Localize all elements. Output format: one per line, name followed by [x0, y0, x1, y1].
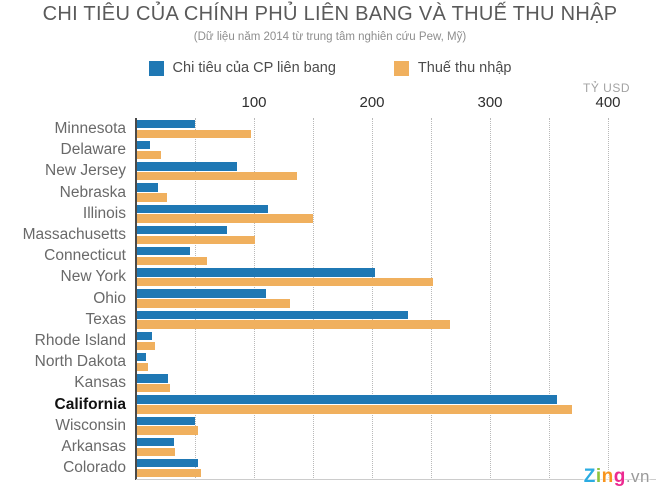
gridline-50 [195, 118, 196, 480]
gridline-100 [254, 118, 255, 480]
spending-bar-north-dakota [137, 353, 147, 362]
spending-bar-wisconsin [137, 416, 195, 425]
state-label-rhode-island: Rhode Island [34, 332, 126, 349]
logo-letter-g: g [613, 466, 626, 487]
tax-bar-colorado [137, 468, 201, 478]
tax-bar-new-york [137, 278, 434, 287]
state-label-connecticut: Connecticut [44, 247, 126, 265]
tax-bar-illinois [137, 214, 313, 223]
state-label-texas: Texas [85, 310, 127, 328]
state-label-california: California [54, 395, 126, 413]
spending-bar-california [137, 395, 558, 404]
tax-bar-arkansas [137, 447, 175, 456]
tax-bar-kansas [137, 384, 171, 393]
axis-unit-label: TỶ USD [582, 81, 630, 95]
tax-bar-north-dakota [137, 362, 148, 372]
state-label-wisconsin: Wisconsin [55, 416, 126, 434]
state-label-colorado: Colorado [63, 459, 126, 477]
legend-swatch-spending [148, 60, 164, 76]
spending-bar-kansas [137, 374, 168, 383]
tax-bar-california [137, 405, 573, 414]
spending-bar-illinois [137, 204, 268, 213]
logo-letter-n: n [601, 466, 614, 487]
legend-label-tax: Thuế thu nhập [417, 60, 512, 76]
spending-bar-ohio [137, 289, 266, 298]
tax-bar-texas [137, 320, 450, 329]
state-label-new-jersey: New Jersey [45, 162, 126, 180]
tax-bar-wisconsin [137, 426, 199, 435]
state-label-ohio: Ohio [93, 289, 126, 307]
state-label-delaware: Delaware [60, 141, 126, 159]
tax-bar-connecticut [137, 256, 207, 266]
legend-item-spending: Chi tiêu của CP liên bang [148, 60, 336, 76]
chart-subtitle: (Dữ liệu năm 2014 từ trung tâm nghiên cứ… [193, 31, 467, 43]
logo-letter-i: i [595, 466, 602, 487]
tax-bar-nebraska [137, 193, 167, 202]
zing-vn-logo[interactable]: Zing.vn [584, 466, 650, 488]
tick-label-300: 300 [477, 94, 503, 111]
state-label-massachusetts: Massachusetts [22, 226, 126, 243]
gridline-150 [313, 118, 314, 480]
spending-bar-rhode-island [137, 331, 153, 341]
legend-item-tax: Thuế thu nhập [393, 60, 512, 76]
spending-bar-colorado [137, 459, 199, 468]
legend: Chi tiêu của CP liên bang Thuế thu nhập [0, 60, 660, 76]
y-axis-line [134, 118, 137, 480]
gridline-400 [608, 118, 609, 480]
spending-bar-minnesota [137, 119, 195, 129]
x-axis-baseline [136, 479, 656, 480]
logo-suffix: .vn [625, 467, 650, 486]
tax-bar-new-jersey [137, 172, 298, 181]
tax-bar-delaware [137, 150, 161, 160]
legend-label-spending: Chi tiêu của CP liên bang [172, 60, 336, 76]
spending-bar-texas [137, 310, 409, 319]
state-label-nebraska: Nebraska [59, 183, 126, 201]
spending-bar-delaware [137, 141, 150, 150]
gridline-350 [549, 118, 550, 480]
state-label-north-dakota: North Dakota [34, 353, 126, 371]
state-label-arkansas: Arkansas [61, 438, 126, 455]
spending-bar-new-york [137, 268, 376, 277]
legend-swatch-tax [393, 60, 409, 76]
tax-bar-ohio [137, 299, 291, 308]
state-label-minnesota: Minnesota [54, 120, 126, 137]
spending-bar-massachusetts [137, 225, 227, 235]
tick-label-200: 200 [359, 94, 385, 111]
logo-letter-z: Z [583, 466, 596, 487]
tick-label-400: 400 [595, 94, 621, 111]
spending-bar-nebraska [137, 183, 159, 192]
spending-bar-new-jersey [137, 162, 238, 171]
state-label-new-york: New York [60, 268, 126, 286]
tax-bar-rhode-island [137, 341, 155, 350]
spending-bar-arkansas [137, 437, 174, 447]
tax-bar-minnesota [137, 129, 252, 138]
tick-label-100: 100 [241, 94, 267, 111]
gridline-200 [372, 118, 373, 480]
state-label-illinois: Illinois [82, 204, 126, 222]
tax-bar-massachusetts [137, 235, 255, 244]
gridline-300 [490, 118, 491, 480]
state-label-kansas: Kansas [74, 374, 126, 392]
chart-title: CHI TIÊU CỦA CHÍNH PHỦ LIÊN BANG VÀ THUẾ… [42, 3, 618, 25]
spending-bar-connecticut [137, 247, 191, 256]
gridline-250 [431, 118, 432, 480]
